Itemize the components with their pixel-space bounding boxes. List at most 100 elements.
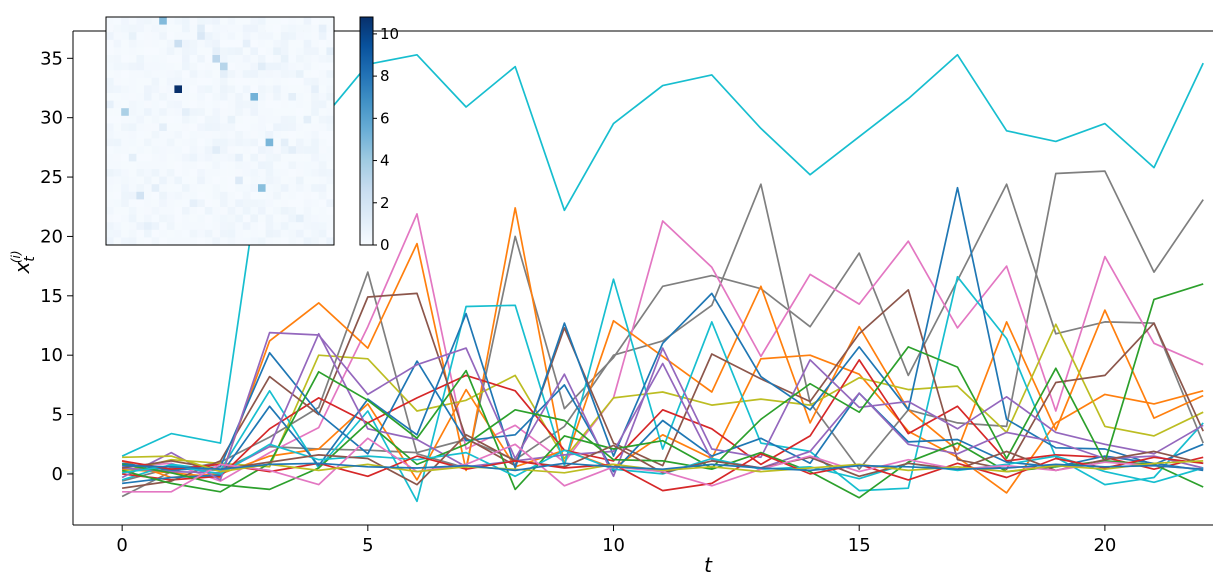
heatmap-cell <box>326 191 335 200</box>
heatmap-cell <box>258 32 266 41</box>
heatmap-cell <box>144 108 152 117</box>
heatmap-cell <box>265 214 274 223</box>
heatmap-cell <box>220 32 228 41</box>
heatmap-cell <box>106 214 114 223</box>
heatmap-cell <box>106 153 114 162</box>
heatmap-cell <box>326 32 335 41</box>
heatmap-cell <box>144 47 152 56</box>
series-line-9 <box>121 359 1204 481</box>
heatmap-cell <box>189 47 198 56</box>
heatmap-cell <box>121 146 130 155</box>
heatmap-cell <box>326 24 335 33</box>
heatmap-cell <box>227 169 236 177</box>
heatmap-cell <box>197 222 206 231</box>
heatmap-cell <box>227 229 236 238</box>
heatmap-cell <box>204 138 213 147</box>
heatmap-cell <box>311 153 320 162</box>
heatmap-cell <box>106 55 114 63</box>
heatmap-cell <box>258 237 266 246</box>
heatmap-cell <box>288 207 297 215</box>
heatmap-cell <box>159 153 168 162</box>
heatmap-cell <box>250 17 259 25</box>
heatmap-cell <box>212 161 221 170</box>
heatmap-cell <box>280 39 289 48</box>
heatmap-cell <box>303 184 312 193</box>
heatmap-cell <box>227 131 236 139</box>
heatmap-cell <box>106 100 114 109</box>
heatmap-cell <box>159 161 168 170</box>
heatmap-cell <box>258 222 266 231</box>
heatmap-cell <box>121 17 130 25</box>
heatmap-cell <box>220 17 228 25</box>
heatmap-cell <box>151 214 160 223</box>
heatmap-cell <box>227 39 236 48</box>
heatmap-cell <box>106 184 114 193</box>
heatmap-cell <box>174 237 183 246</box>
heatmap-cell <box>273 93 282 101</box>
heatmap-cell <box>303 55 312 63</box>
heatmap-cell <box>265 131 274 139</box>
heatmap-cell <box>242 229 251 238</box>
heatmap-cell <box>296 123 304 132</box>
heatmap-cell <box>258 17 266 25</box>
heatmap-cell <box>326 108 335 117</box>
heatmap-cell <box>159 17 168 25</box>
heatmap-cell <box>121 62 130 71</box>
heatmap-cell <box>318 199 327 208</box>
heatmap-cell <box>151 47 160 56</box>
heatmap-cell <box>106 115 114 124</box>
heatmap-cell <box>326 115 335 124</box>
heatmap-cell <box>136 169 145 177</box>
y-tick-label-35: 35 <box>40 48 63 69</box>
heatmap-cell <box>258 55 266 63</box>
heatmap-cell <box>303 70 312 79</box>
heatmap-cell <box>121 93 130 101</box>
heatmap-cell <box>296 169 304 177</box>
heatmap-cell <box>265 62 274 71</box>
heatmap-cell <box>258 24 266 33</box>
heatmap-cell <box>326 222 335 231</box>
heatmap-cell <box>136 108 145 117</box>
heatmap-cell <box>250 184 259 193</box>
heatmap-cell <box>242 85 251 94</box>
heatmap-cell <box>242 222 251 231</box>
heatmap-cell <box>136 191 145 200</box>
heatmap-cell <box>121 184 130 193</box>
heatmap-cell <box>136 138 145 147</box>
heatmap-cell <box>242 184 251 193</box>
heatmap-cell <box>159 24 168 33</box>
series-line-19 <box>121 452 1204 492</box>
heatmap-cell <box>166 123 175 132</box>
heatmap-cell <box>227 32 236 41</box>
heatmap-cell <box>326 146 335 155</box>
heatmap-cell <box>227 55 236 63</box>
heatmap-cell <box>311 47 320 56</box>
heatmap-cell <box>121 153 130 162</box>
heatmap-cell <box>212 214 221 223</box>
heatmap-cell <box>326 214 335 223</box>
heatmap-cell <box>318 131 327 139</box>
heatmap-cell <box>197 24 206 33</box>
heatmap-cell <box>204 39 213 48</box>
heatmap-cell <box>273 161 282 170</box>
heatmap-cell <box>258 207 266 215</box>
heatmap-cell <box>265 176 274 185</box>
heatmap-cell <box>258 191 266 200</box>
heatmap-cell <box>166 138 175 147</box>
heatmap-cell <box>174 70 183 79</box>
heatmap-cell <box>106 191 114 200</box>
heatmap-cell <box>280 93 289 101</box>
heatmap-cell <box>197 191 206 200</box>
heatmap-cell <box>318 55 327 63</box>
series-line-5 <box>122 207 1204 479</box>
heatmap-cell <box>258 176 266 185</box>
heatmap-cell <box>166 199 175 208</box>
y-tick-label-15: 15 <box>40 286 63 307</box>
heatmap-cell <box>121 161 130 170</box>
heatmap-cell <box>311 214 320 223</box>
heatmap-cell <box>265 47 274 56</box>
heatmap-cell <box>197 70 206 79</box>
heatmap-cell <box>128 138 137 147</box>
heatmap-cell <box>113 161 122 170</box>
heatmap-cell <box>273 32 282 41</box>
